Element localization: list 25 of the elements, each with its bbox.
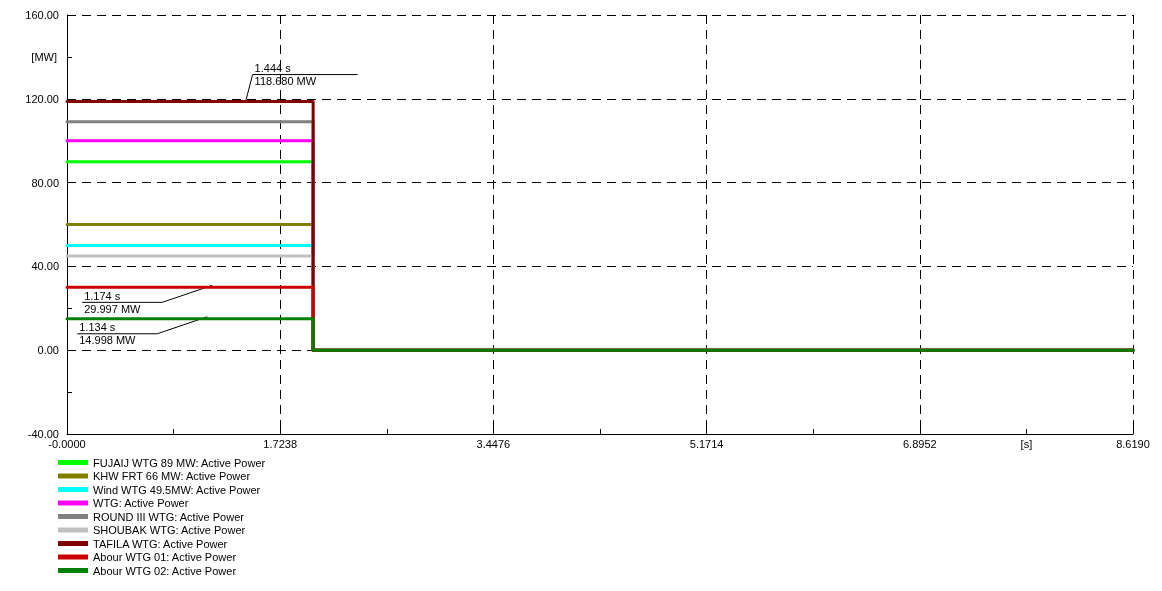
x-tick-label: 3.4476 [476,437,511,450]
annotation: 1.134 s 14.998 MW [79,321,137,347]
y-tick-label: 160.00 [25,9,59,21]
legend-label: TAFILA WTG: Active Power [93,537,228,550]
y-tick-label: 120.00 [25,92,59,105]
x-tick-label: -0.0000 [48,437,86,450]
legend-label: SHOUBAK WTG: Active Power [93,524,246,536]
x-tick-label: 8.6190 [1116,437,1150,450]
y-tick-label: 40.00 [31,260,59,273]
y-axis-title: [MW] [31,50,57,63]
legend-label: KHW FRT 66 MW: Active Power [93,470,251,482]
x-tick-label: 5.1714 [689,437,724,450]
legend-label: Wind WTG 49.5MW: Active Power [93,483,261,496]
x-axis-title: [s] [1020,437,1033,450]
y-tick-label: -40.00 [27,428,59,440]
y-tick-label: 80.00 [31,176,59,189]
legend-label: Abour WTG 01: Active Power [93,551,237,563]
annotation: 1.174 s 29.997 MW [84,289,142,315]
x-tick-label: 6.8952 [902,437,937,450]
legend-label: FUJAIJ WTG 89 MW: Active Power [93,456,266,469]
legend-label: ROUND III WTG: Active Power [93,510,245,523]
legend-label: Abour WTG 02: Active Power [93,564,237,577]
y-tick-label: 0.00 [37,344,59,357]
x-tick-label: 1.7238 [263,437,298,450]
legend-label: WTG: Active Power [93,497,189,509]
